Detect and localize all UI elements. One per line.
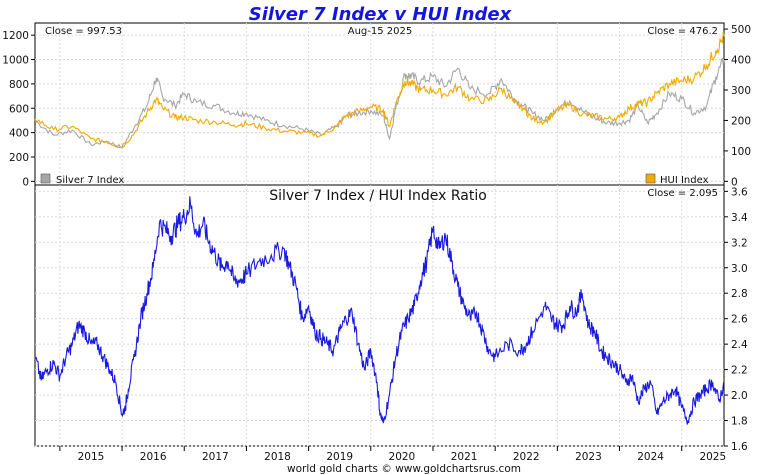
ratio-y-tick-label: 1.6 bbox=[731, 441, 748, 453]
left-y-tick-label: 400 bbox=[9, 128, 29, 140]
x-axis: 2015 2016 2017 2018 2019 2020 2021 2022 2023 2024… bbox=[59, 446, 726, 463]
bottom-gridlines bbox=[35, 185, 724, 447]
x-tick-label: 2025 bbox=[699, 451, 726, 463]
left-y-tick-label: 800 bbox=[9, 79, 29, 91]
left-y-tick-label: 200 bbox=[9, 152, 29, 164]
hui-index-line bbox=[34, 31, 725, 149]
right-y-tick-label: 300 bbox=[731, 85, 751, 97]
bottom-series bbox=[34, 196, 725, 425]
right-y-tick-label: 200 bbox=[731, 115, 751, 127]
hui-legend-swatch bbox=[645, 173, 656, 184]
right-y-tick-label: 400 bbox=[731, 55, 751, 67]
ratio-y-tick-label: 3.0 bbox=[731, 263, 748, 275]
bottom-right-axis: 1.6 1.8 2.0 2.2 2.4 2.6 2.8 3.0 3.2 3.4 3.6 bbox=[724, 186, 748, 453]
left-y-tick-label: 600 bbox=[9, 103, 29, 115]
x-tick-label: 2024 bbox=[637, 451, 664, 463]
date-label: Aug-15 2025 bbox=[348, 26, 413, 37]
hui-legend-label: HUI Index bbox=[660, 175, 709, 186]
x-tick-label: 2016 bbox=[140, 451, 167, 463]
top-gridlines bbox=[35, 23, 724, 185]
ratio-y-tick-label: 3.4 bbox=[731, 212, 748, 224]
x-tick-label: 2018 bbox=[264, 451, 291, 463]
ratio-y-tick-label: 2.6 bbox=[731, 314, 748, 326]
ratio-line bbox=[34, 196, 725, 425]
ratio-y-tick-label: 2.8 bbox=[731, 288, 748, 300]
x-tick-label: 2017 bbox=[202, 451, 229, 463]
x-tick-label: 2022 bbox=[513, 451, 540, 463]
silver-close-label: Close = 997.53 bbox=[45, 26, 122, 37]
ratio-y-tick-label: 3.6 bbox=[731, 186, 748, 198]
ratio-close-label: Close = 2.095 bbox=[647, 188, 718, 199]
ratio-y-tick-label: 3.2 bbox=[731, 237, 748, 249]
chart-title: Silver 7 Index v HUI Index bbox=[249, 4, 513, 25]
x-tick-label: 2015 bbox=[78, 451, 105, 463]
right-y-tick-label: 100 bbox=[731, 146, 751, 158]
silver-legend-label: Silver 7 Index bbox=[56, 175, 124, 186]
left-y-tick-label: 1000 bbox=[2, 55, 29, 67]
right-y-tick-label: 0 bbox=[731, 176, 738, 188]
top-series bbox=[34, 31, 725, 149]
x-tick-label: 2019 bbox=[326, 451, 353, 463]
ratio-y-tick-label: 2.4 bbox=[731, 339, 748, 351]
right-y-tick-label: 500 bbox=[731, 24, 751, 36]
x-tick-label: 2023 bbox=[575, 451, 602, 463]
ratio-y-tick-label: 2.2 bbox=[731, 365, 748, 377]
top-left-axis: 0 200 400 600 800 1000 1200 bbox=[2, 30, 35, 188]
silver-legend-swatch bbox=[40, 173, 51, 184]
ratio-y-tick-label: 2.0 bbox=[731, 390, 748, 402]
x-tick-label: 2021 bbox=[451, 451, 478, 463]
top-right-axis: 0 100 200 300 400 500 bbox=[724, 24, 751, 188]
x-tick-label: 2020 bbox=[389, 451, 416, 463]
left-y-tick-label: 1200 bbox=[2, 30, 29, 42]
left-y-tick-label: 0 bbox=[22, 176, 29, 188]
ratio-title: Silver 7 Index / HUI Index Ratio bbox=[269, 188, 487, 204]
footer-credit: world gold charts © www.goldchartsrus.co… bbox=[287, 463, 521, 475]
hui-close-label: Close = 476.2 bbox=[647, 26, 718, 37]
ratio-y-tick-label: 1.8 bbox=[731, 416, 748, 428]
top-panel bbox=[34, 22, 725, 186]
